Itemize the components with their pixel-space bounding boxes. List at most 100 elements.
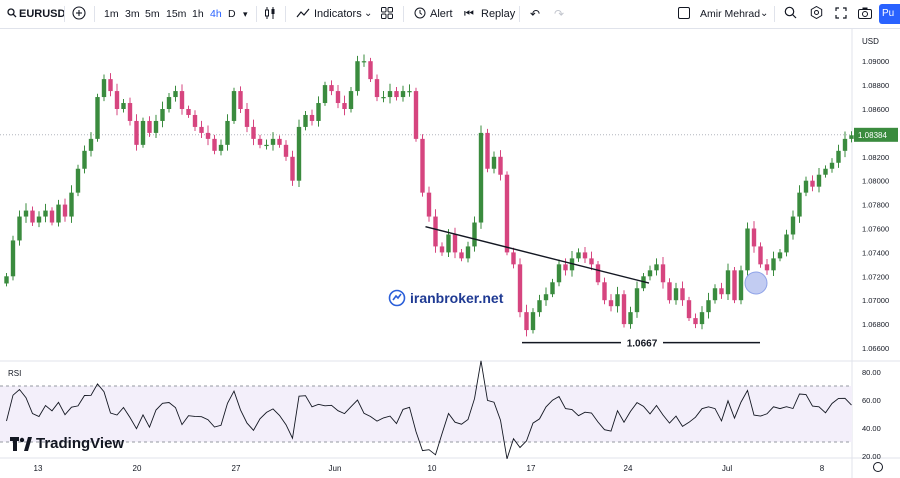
timeframe-3m[interactable]: 3m: [125, 8, 140, 20]
candle-body: [257, 138, 263, 145]
toolbar-divider: [774, 6, 775, 22]
candle-body: [309, 114, 315, 121]
candle-body: [433, 216, 438, 247]
indicators-icon[interactable]: [296, 0, 310, 28]
top-toolbar: EURUSD 1m 3m 5m 15m 1h 4h D ▾ Indicators…: [0, 0, 900, 29]
candle-body: [452, 234, 458, 253]
chevron-down-icon[interactable]: ⌄: [760, 8, 769, 19]
replay-button[interactable]: Replay: [481, 8, 516, 20]
candle-body: [459, 252, 464, 259]
currency-label: USD: [862, 37, 879, 46]
candle-body: [342, 103, 347, 109]
timeframe-1m[interactable]: 1m: [104, 8, 119, 20]
candle-body: [43, 210, 48, 217]
watermark-site-text: iranbroker.net: [410, 290, 504, 306]
indicators-button[interactable]: Indicators: [314, 8, 362, 20]
timeframe-4h[interactable]: 4h: [210, 8, 222, 20]
current-price-tag-bg: [854, 127, 898, 142]
tradingview-logo: TradingView: [10, 434, 124, 454]
candle-body: [23, 210, 29, 217]
candle-body: [745, 228, 750, 271]
candle-body: [413, 91, 419, 139]
support-label: 1.0667: [627, 339, 658, 350]
settings-gear-icon[interactable]: [810, 0, 823, 28]
candle-body: [680, 288, 685, 301]
search-icon[interactable]: [7, 0, 17, 28]
candle-body: [439, 246, 445, 253]
alert-button[interactable]: Alert: [430, 8, 453, 20]
chevron-down-icon[interactable]: ▾: [243, 9, 248, 19]
alert-clock-icon[interactable]: [414, 0, 426, 28]
candle-body: [153, 120, 159, 133]
candle-body: [303, 114, 308, 127]
candle-body: [186, 109, 191, 115]
candle-body: [374, 79, 380, 98]
candle-body: [381, 97, 386, 99]
quick-search-icon[interactable]: [784, 0, 797, 28]
timeframe-15m[interactable]: 15m: [166, 8, 187, 20]
time-tick-label: 27: [232, 464, 241, 473]
price-tick-label: 1.08800: [862, 81, 889, 90]
candle-body: [803, 180, 809, 193]
timeframe-d[interactable]: D: [228, 8, 236, 20]
candle-body: [88, 138, 94, 151]
add-symbol-icon[interactable]: [72, 0, 86, 28]
candle-body: [446, 234, 451, 253]
candle-body: [199, 126, 204, 133]
camera-icon[interactable]: [858, 0, 872, 28]
candle-body: [660, 264, 666, 283]
candle-body: [823, 168, 828, 175]
candle-body: [543, 294, 549, 301]
candle-body: [127, 103, 133, 121]
layout-checkbox-icon[interactable]: [678, 0, 690, 28]
candle-body: [30, 210, 35, 223]
candle-body: [667, 282, 672, 301]
chevron-down-icon[interactable]: ⌄: [364, 8, 373, 19]
redo-icon[interactable]: ↷: [554, 7, 565, 21]
candles-icon[interactable]: [264, 0, 276, 28]
candle-body: [407, 91, 412, 93]
layout-grid-icon[interactable]: [381, 0, 393, 28]
candle-body: [400, 91, 406, 98]
candle-body: [348, 91, 354, 109]
candle-body: [36, 216, 42, 223]
timeframe-1h[interactable]: 1h: [192, 8, 204, 20]
candle-body: [693, 318, 698, 325]
user-menu[interactable]: Amir Mehrad: [700, 8, 761, 20]
candle-body: [472, 222, 477, 247]
replay-icon[interactable]: ⏮: [464, 8, 474, 20]
toolbar-divider: [285, 6, 286, 22]
symbol-search[interactable]: EURUSD: [19, 8, 66, 20]
candle-body: [166, 97, 172, 109]
price-tick-label: 1.08600: [862, 105, 889, 114]
tradingview-text: TradingView: [36, 435, 125, 452]
price-chart[interactable]: 1.0667 USD1.090001.088001.086001.084001.…: [0, 28, 900, 478]
candle-body: [738, 270, 744, 301]
candle-body: [231, 91, 237, 121]
candle-body: [75, 168, 81, 193]
price-tick-label: 1.06800: [862, 320, 889, 329]
candle-body: [264, 144, 269, 147]
candle-body: [842, 138, 848, 151]
candle-body: [179, 91, 185, 109]
fullscreen-icon[interactable]: [835, 0, 847, 28]
candle-body: [595, 264, 601, 283]
candle-body: [355, 61, 360, 92]
tradingview-mark-icon: [10, 437, 32, 457]
price-tick-label: 1.07200: [862, 272, 889, 281]
candle-body: [491, 156, 497, 169]
candle-body: [485, 132, 490, 169]
candle-body: [329, 85, 334, 92]
candle-body: [810, 180, 815, 187]
candle-body: [816, 174, 822, 187]
candle-body: [69, 192, 74, 217]
timeframe-5m[interactable]: 5m: [145, 8, 160, 20]
candle-body: [121, 103, 126, 109]
rsi-tick-label: 60.00: [862, 396, 881, 405]
undo-icon[interactable]: ↶: [530, 7, 541, 21]
candle-body: [634, 288, 640, 313]
rsi-label: RSI: [8, 369, 21, 378]
candle-body: [134, 120, 139, 145]
candle-body: [192, 114, 198, 127]
publish-button[interactable]: Pu: [879, 4, 900, 24]
